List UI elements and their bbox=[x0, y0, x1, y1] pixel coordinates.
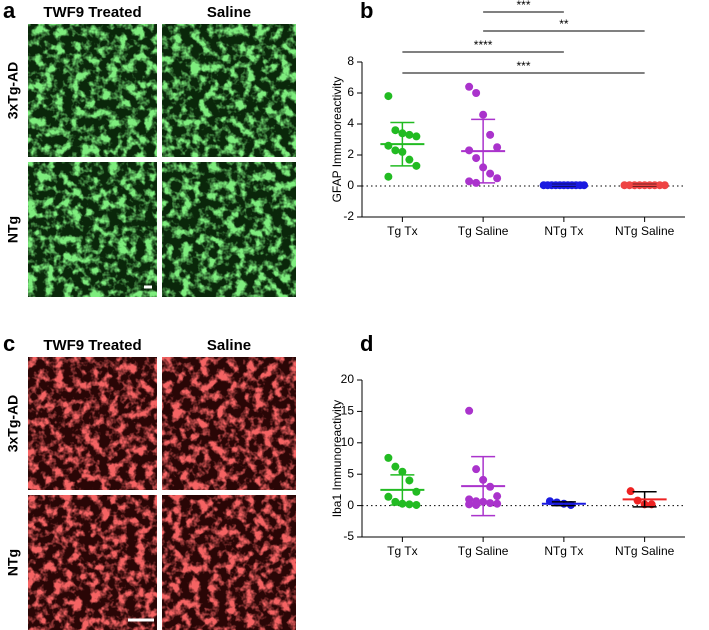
row-label: NTg bbox=[5, 549, 21, 576]
data-point bbox=[465, 82, 474, 91]
micrograph bbox=[162, 495, 296, 630]
micrograph bbox=[28, 495, 157, 630]
x-tick-label: Tg Tx bbox=[387, 544, 417, 558]
y-axis-label: GFAP Immunoreactivity bbox=[330, 77, 344, 203]
y-tick-label: 10 bbox=[341, 435, 355, 449]
data-point bbox=[391, 497, 400, 506]
micrograph bbox=[28, 24, 157, 157]
data-point bbox=[626, 487, 635, 496]
y-tick-label: 2 bbox=[347, 147, 354, 161]
x-tick-label: NTg Tx bbox=[544, 544, 583, 558]
data-point bbox=[472, 154, 481, 163]
column-header: Saline bbox=[207, 337, 251, 354]
data-point bbox=[493, 492, 502, 501]
data-point bbox=[384, 492, 393, 501]
data-point bbox=[486, 130, 495, 139]
y-tick-label: 5 bbox=[347, 466, 354, 480]
data-point bbox=[398, 467, 407, 476]
micrograph bbox=[162, 24, 296, 157]
data-point bbox=[384, 92, 393, 101]
y-tick-label: 20 bbox=[341, 372, 355, 386]
x-tick-label: Tg Saline bbox=[458, 544, 509, 558]
micrograph bbox=[162, 357, 296, 490]
data-point bbox=[405, 155, 414, 164]
data-point bbox=[405, 130, 414, 139]
row-label: NTg bbox=[5, 216, 21, 243]
column-header: TWF9 Treated bbox=[43, 4, 141, 21]
column-header: TWF9 Treated bbox=[43, 337, 141, 354]
y-tick-label: 8 bbox=[347, 54, 354, 68]
row-label: 3xTg-AD bbox=[5, 395, 21, 453]
x-tick-label: NTg Tx bbox=[544, 224, 583, 238]
panel-letter: b bbox=[360, 0, 373, 23]
y-tick-label: 0 bbox=[347, 498, 354, 512]
significance-label: *** bbox=[516, 59, 530, 73]
panel-letter: c bbox=[3, 331, 15, 356]
data-point bbox=[486, 499, 495, 508]
data-point bbox=[384, 172, 393, 181]
data-point bbox=[493, 174, 502, 183]
y-tick-label: 15 bbox=[341, 404, 355, 418]
y-tick-label: 6 bbox=[347, 85, 354, 99]
y-tick-label: 4 bbox=[347, 116, 354, 130]
data-point bbox=[412, 161, 421, 170]
data-point bbox=[412, 500, 421, 509]
x-tick-label: NTg Saline bbox=[615, 224, 675, 238]
y-axis-label: Iba1 Immunoreactivity bbox=[330, 400, 344, 517]
data-point bbox=[472, 465, 481, 474]
panel-letter: d bbox=[360, 331, 373, 356]
significance-label: ** bbox=[559, 17, 569, 31]
y-tick-label: -5 bbox=[343, 529, 354, 543]
data-point bbox=[486, 169, 495, 178]
panel-letter: a bbox=[3, 0, 16, 23]
data-point bbox=[465, 500, 474, 509]
y-tick-label: -2 bbox=[343, 209, 354, 223]
data-point bbox=[384, 141, 393, 150]
micrograph bbox=[28, 357, 157, 490]
micrograph bbox=[28, 162, 157, 297]
data-point bbox=[391, 462, 400, 471]
x-tick-label: Tg Tx bbox=[387, 224, 417, 238]
significance-label: **** bbox=[474, 38, 493, 52]
data-point bbox=[472, 500, 481, 509]
x-tick-label: NTg Saline bbox=[615, 544, 675, 558]
data-point bbox=[493, 143, 502, 152]
significance-label: *** bbox=[516, 0, 530, 12]
data-point bbox=[633, 496, 642, 505]
x-tick-label: Tg Saline bbox=[458, 224, 509, 238]
data-point bbox=[412, 132, 421, 141]
data-point bbox=[405, 476, 414, 485]
row-label: 3xTg-AD bbox=[5, 62, 21, 120]
micrograph bbox=[162, 162, 296, 297]
column-header: Saline bbox=[207, 4, 251, 21]
data-point bbox=[472, 89, 481, 97]
data-point bbox=[391, 126, 400, 135]
data-point bbox=[479, 110, 488, 119]
data-point bbox=[465, 406, 474, 415]
data-point bbox=[493, 499, 502, 508]
data-point bbox=[384, 453, 393, 462]
y-tick-label: 0 bbox=[347, 178, 354, 192]
data-point bbox=[465, 177, 474, 186]
data-point bbox=[391, 146, 400, 155]
